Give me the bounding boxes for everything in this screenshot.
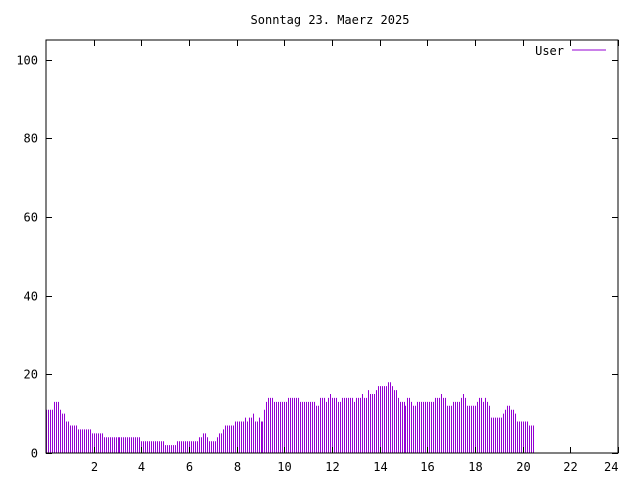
plot-area-frame bbox=[45, 39, 619, 454]
x-tick-label: 8 bbox=[234, 460, 241, 474]
y-axis: 0 20 40 60 80 100 bbox=[16, 54, 618, 461]
legend-label-user: User bbox=[535, 44, 564, 58]
x-tick-label: 10 bbox=[277, 460, 291, 474]
chart-title: Sonntag 23. Maerz 2025 bbox=[251, 13, 410, 27]
y-tick-label: 60 bbox=[24, 211, 38, 225]
y-tick-label: 80 bbox=[24, 132, 38, 146]
x-tick-label: 12 bbox=[325, 460, 339, 474]
y-tick-label: 40 bbox=[24, 290, 38, 304]
x-tick-label: 18 bbox=[468, 460, 482, 474]
y-tick-label: 0 bbox=[31, 447, 38, 461]
x-tick-label: 20 bbox=[516, 460, 530, 474]
x-axis: 2 4 6 8 10 12 14 16 18 20 22 24 bbox=[91, 40, 619, 474]
x-tick-label: 6 bbox=[186, 460, 193, 474]
y-tick-label: 100 bbox=[16, 54, 38, 68]
x-tick-label: 2 bbox=[91, 460, 98, 474]
y-tick-label: 20 bbox=[24, 368, 38, 382]
x-tick-label: 14 bbox=[373, 460, 387, 474]
x-tick-label: 22 bbox=[563, 460, 577, 474]
x-tick-label: 16 bbox=[420, 460, 434, 474]
bar-series-user bbox=[46, 382, 534, 453]
x-tick-label: 24 bbox=[604, 460, 618, 474]
x-tick-label: 4 bbox=[138, 460, 145, 474]
legend: User bbox=[535, 44, 606, 58]
